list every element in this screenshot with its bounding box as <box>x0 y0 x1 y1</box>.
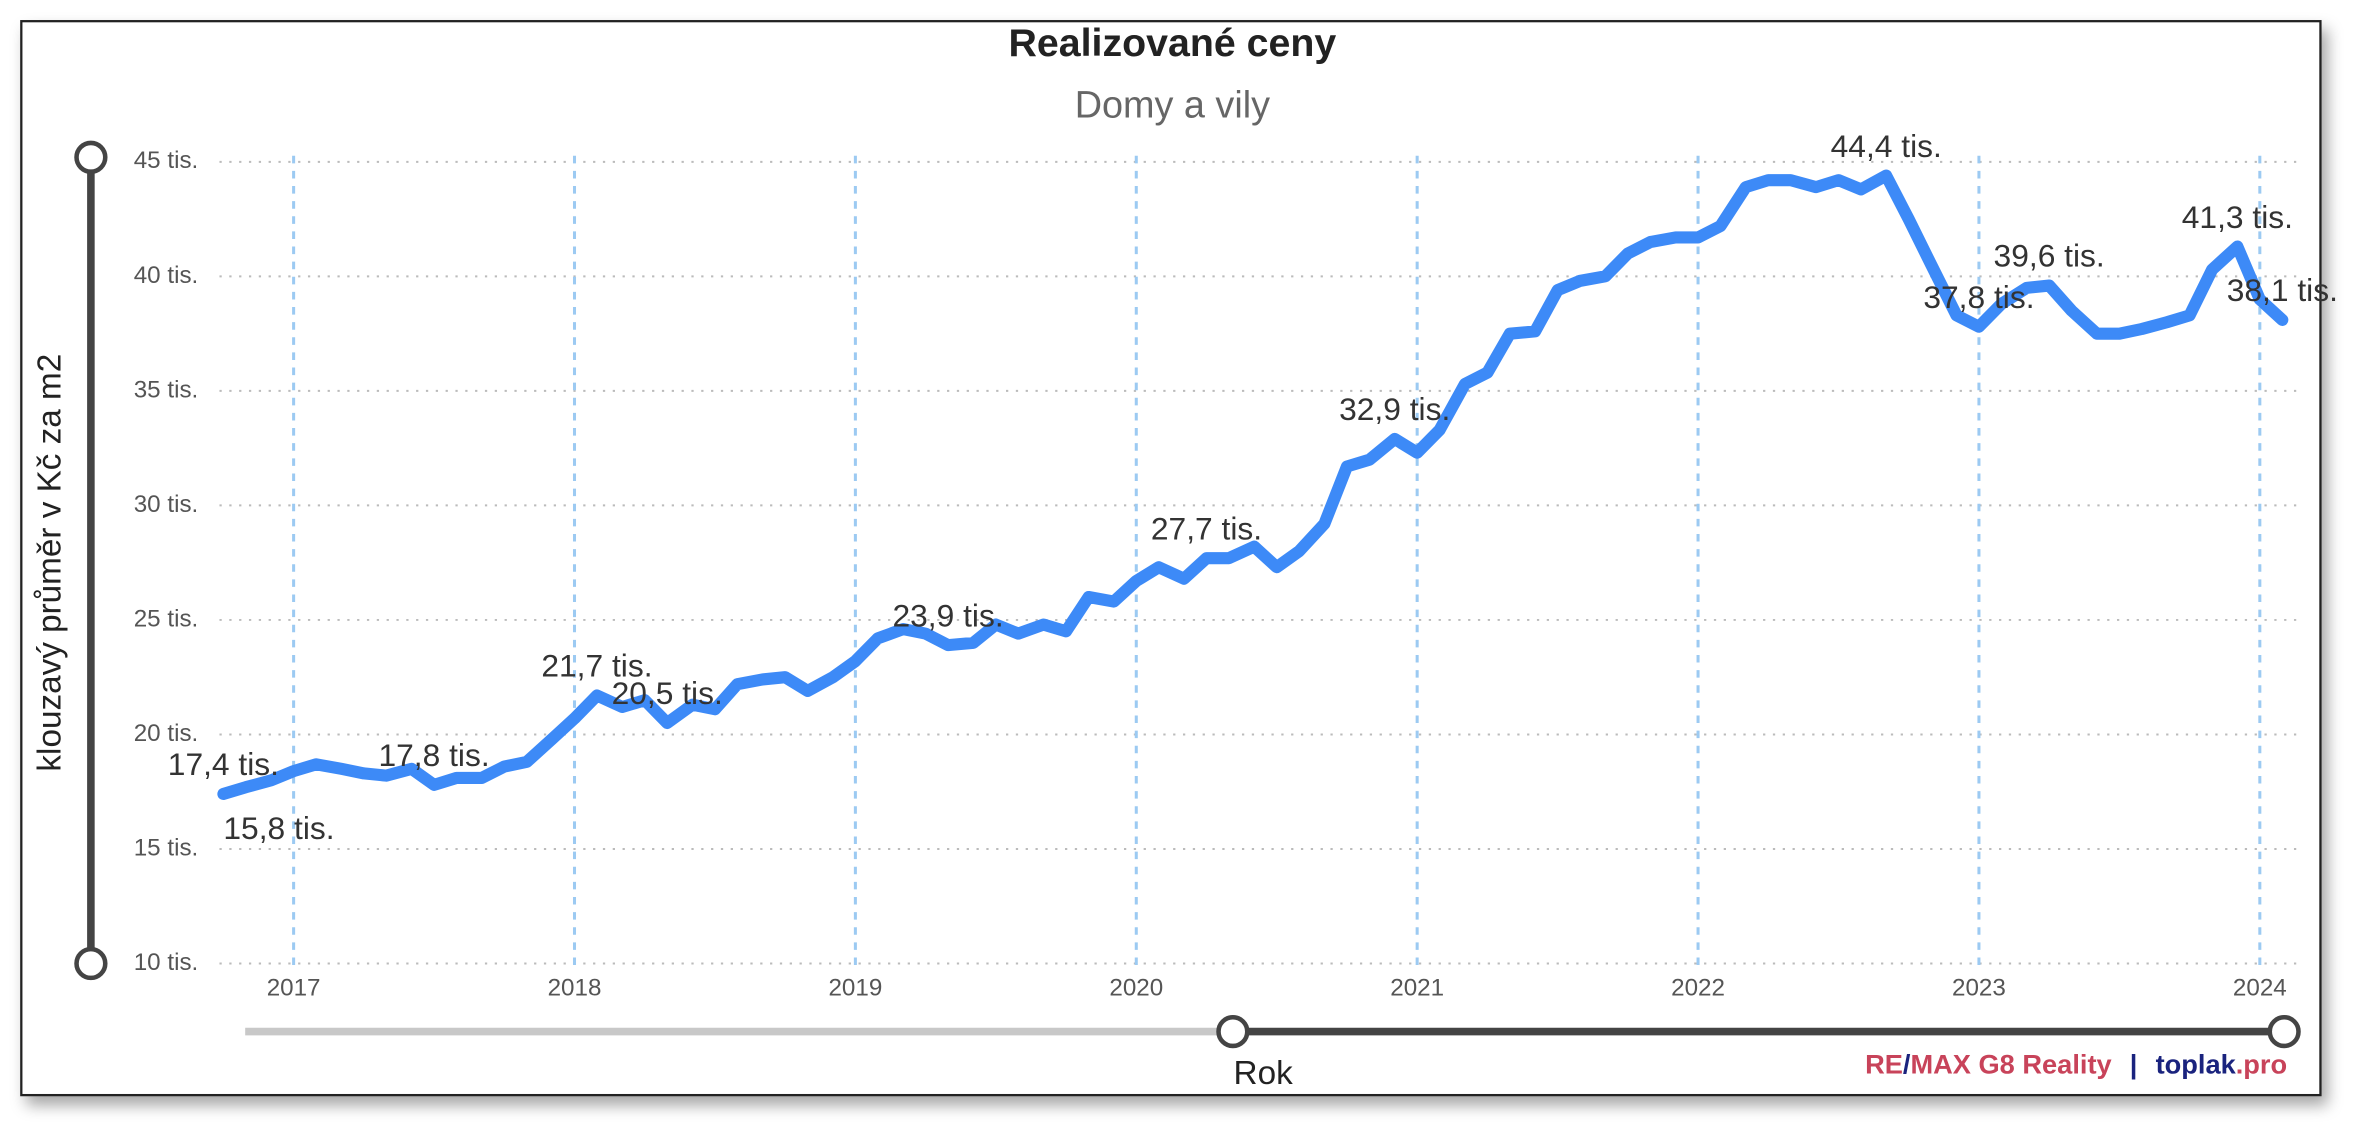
data-label: 39,6 tis. <box>1994 238 2105 274</box>
x-tick-label: 2020 <box>1109 975 1163 1002</box>
x-tick-label: 2018 <box>548 975 602 1002</box>
data-label: 17,8 tis. <box>378 737 489 773</box>
data-label: 38,1 tis. <box>2227 272 2338 308</box>
y-tick-label: 15 tis. <box>134 834 199 861</box>
annotation: 15,8 tis. <box>223 810 334 846</box>
y-tick-label: 30 tis. <box>134 491 199 518</box>
data-label: 21,7 tis. <box>541 648 652 684</box>
data-label: 17,4 tis. <box>168 746 279 782</box>
x-tick-label: 2022 <box>1671 975 1725 1002</box>
x-slider-handle[interactable] <box>1216 1014 1250 1049</box>
series-line <box>217 169 2289 801</box>
chart-title: Realizované ceny <box>1009 21 1337 65</box>
chart-subtitle: Domy a vily <box>1075 84 1270 126</box>
y-tick-label: 45 tis. <box>134 147 199 174</box>
y-tick-label: 35 tis. <box>134 376 199 403</box>
y-tick-label: 20 tis. <box>134 720 199 747</box>
y-tick-label: 10 tis. <box>134 949 199 976</box>
x-tick-label: 2019 <box>828 975 882 1002</box>
data-label: 41,3 tis. <box>2182 199 2293 235</box>
data-label: 27,7 tis. <box>1151 510 1262 546</box>
y-slider-handle[interactable] <box>74 946 108 981</box>
data-label: 23,9 tis. <box>892 597 1003 633</box>
y-tick-label: 40 tis. <box>134 262 199 289</box>
data-label: 44,4 tis. <box>1831 128 1942 164</box>
data-label: 37,8 tis. <box>1923 279 2034 315</box>
x-slider-handle[interactable] <box>2267 1014 2301 1049</box>
branding: RE/MAX G8 Reality | toplak.pro <box>1865 1049 2287 1080</box>
y-axis-label: klouzavý průměr v Kč za m2 <box>31 354 68 772</box>
brand-part: RE <box>1865 1049 1903 1080</box>
x-tick-label: 2021 <box>1390 975 1444 1002</box>
data-label: 20,5 tis. <box>612 675 723 711</box>
x-tick-label: 2024 <box>2233 975 2287 1002</box>
y-tick-label: 25 tis. <box>134 605 199 632</box>
brand-part: | <box>2130 1049 2138 1080</box>
x-tick-label: 2023 <box>1952 975 2006 1002</box>
data-label: 32,9 tis. <box>1339 391 1450 427</box>
brand-part: MAX G8 Reality <box>1910 1049 2111 1080</box>
x-axis-label: Rok <box>1234 1055 1294 1092</box>
brand-part: .pro <box>2236 1049 2287 1080</box>
frame <box>20 20 2322 1097</box>
brand-part: toplak <box>2156 1049 2237 1080</box>
brand-part: / <box>1903 1049 1911 1080</box>
x-tick-label: 2017 <box>267 975 321 1002</box>
y-slider-handle[interactable] <box>74 140 108 174</box>
